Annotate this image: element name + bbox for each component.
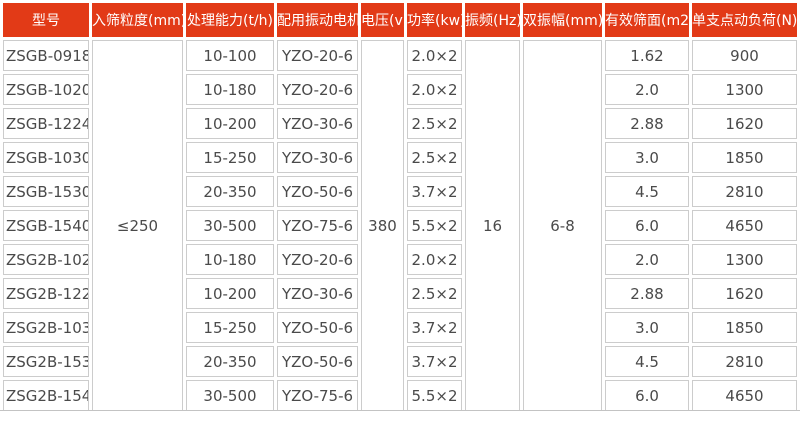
cell-capacity: 20-350 bbox=[186, 346, 274, 377]
cell-motor: YZO-30-6 bbox=[277, 278, 358, 309]
cell-power: 3.7×2 bbox=[407, 312, 462, 343]
cell-motor: YZO-75-6 bbox=[277, 380, 358, 411]
cell-model: ZSG2B-1540 bbox=[3, 380, 89, 411]
cell-amplitude-merged: 6-8 bbox=[523, 40, 602, 411]
cell-model: ZSG2B-1224 bbox=[3, 278, 89, 309]
cell-capacity: 10-200 bbox=[186, 278, 274, 309]
table-row: ZSG2B-1540 30-500 YZO-75-6 5.5×2 6.0 465… bbox=[3, 380, 797, 411]
cell-capacity: 10-200 bbox=[186, 108, 274, 139]
cell-motor: YZO-50-6 bbox=[277, 312, 358, 343]
cell-motor: YZO-30-6 bbox=[277, 108, 358, 139]
cell-capacity: 20-350 bbox=[186, 176, 274, 207]
cell-model: ZSG2B-1020 bbox=[3, 244, 89, 275]
cell-power: 3.7×2 bbox=[407, 176, 462, 207]
cell-screen-area: 2.88 bbox=[605, 278, 689, 309]
cell-frequency-merged: 16 bbox=[465, 40, 520, 411]
col-header-amplitude: 双振幅(mm) bbox=[523, 3, 602, 37]
cell-model: ZSGB-1030 bbox=[3, 142, 89, 173]
cell-model: ZSGB-1540 bbox=[3, 210, 89, 241]
cell-screen-area: 4.5 bbox=[605, 346, 689, 377]
cell-model: ZSGB-0918 bbox=[3, 40, 89, 71]
cell-capacity: 30-500 bbox=[186, 210, 274, 241]
cell-feed-size-merged: ≤250 bbox=[92, 40, 183, 411]
cell-power: 5.5×2 bbox=[407, 210, 462, 241]
cell-model: ZSGB-1224 bbox=[3, 108, 89, 139]
cell-load: 1620 bbox=[692, 108, 797, 139]
cell-load: 1300 bbox=[692, 244, 797, 275]
cell-motor: YZO-75-6 bbox=[277, 210, 358, 241]
cell-load: 1850 bbox=[692, 312, 797, 343]
cell-load: 1850 bbox=[692, 142, 797, 173]
col-header-capacity: 处理能力(t/h) bbox=[186, 3, 274, 37]
col-header-frequency: 振频(Hz) bbox=[465, 3, 520, 37]
cell-voltage-merged: 380 bbox=[361, 40, 404, 411]
cell-motor: YZO-50-6 bbox=[277, 346, 358, 377]
col-header-model: 型号 bbox=[3, 3, 89, 37]
cell-power: 5.5×2 bbox=[407, 380, 462, 411]
cell-power: 3.7×2 bbox=[407, 346, 462, 377]
cell-power: 2.0×2 bbox=[407, 244, 462, 275]
cell-motor: YZO-20-6 bbox=[277, 244, 358, 275]
cell-screen-area: 1.62 bbox=[605, 40, 689, 71]
cell-load: 4650 bbox=[692, 210, 797, 241]
table-row: ZSGB-1540 30-500 YZO-75-6 5.5×2 6.0 4650 bbox=[3, 210, 797, 241]
cell-load: 2810 bbox=[692, 176, 797, 207]
table-row: ZSG2B-1530 20-350 YZO-50-6 3.7×2 4.5 281… bbox=[3, 346, 797, 377]
col-header-motor: 配用振动电机 bbox=[277, 3, 358, 37]
col-header-screen-area: 有效筛面(m2) bbox=[605, 3, 689, 37]
table-row: ZSG2B-1030 15-250 YZO-50-6 3.7×2 3.0 185… bbox=[3, 312, 797, 343]
cell-capacity: 10-180 bbox=[186, 244, 274, 275]
cell-motor: YZO-50-6 bbox=[277, 176, 358, 207]
col-header-load: 单支点动负荷(N) bbox=[692, 3, 797, 37]
cell-motor: YZO-20-6 bbox=[277, 40, 358, 71]
cell-screen-area: 6.0 bbox=[605, 210, 689, 241]
table-bottom-border bbox=[0, 410, 800, 411]
cell-power: 2.5×2 bbox=[407, 108, 462, 139]
cell-capacity: 15-250 bbox=[186, 142, 274, 173]
col-header-power: 功率(kw) bbox=[407, 3, 462, 37]
cell-capacity: 10-180 bbox=[186, 74, 274, 105]
cell-power: 2.0×2 bbox=[407, 74, 462, 105]
cell-capacity: 30-500 bbox=[186, 380, 274, 411]
cell-model: ZSG2B-1530 bbox=[3, 346, 89, 377]
table-row: ZSGB-1224 10-200 YZO-30-6 2.5×2 2.88 162… bbox=[3, 108, 797, 139]
cell-model: ZSGB-1530 bbox=[3, 176, 89, 207]
col-header-feed-size: 入筛粒度(mm) bbox=[92, 3, 183, 37]
cell-motor: YZO-20-6 bbox=[277, 74, 358, 105]
cell-load: 900 bbox=[692, 40, 797, 71]
cell-power: 2.5×2 bbox=[407, 142, 462, 173]
cell-screen-area: 6.0 bbox=[605, 380, 689, 411]
cell-screen-area: 4.5 bbox=[605, 176, 689, 207]
cell-power: 2.0×2 bbox=[407, 40, 462, 71]
cell-capacity: 10-100 bbox=[186, 40, 274, 71]
table-row: ZSGB-0918 ≤250 10-100 YZO-20-6 380 2.0×2… bbox=[3, 40, 797, 411]
cell-screen-area: 3.0 bbox=[605, 142, 689, 173]
table-row: ZSGB-1530 20-350 YZO-50-6 3.7×2 4.5 2810 bbox=[3, 176, 797, 207]
cell-model: ZSG2B-1030 bbox=[3, 312, 89, 343]
cell-screen-area: 2.0 bbox=[605, 74, 689, 105]
table-row: ZSGB-1030 15-250 YZO-30-6 2.5×2 3.0 1850 bbox=[3, 142, 797, 173]
header-row: 型号 入筛粒度(mm) 处理能力(t/h) 配用振动电机 电压(v) 功率(kw… bbox=[3, 3, 797, 37]
col-header-voltage: 电压(v) bbox=[361, 3, 404, 37]
table-row: ZSG2B-1224 10-200 YZO-30-6 2.5×2 2.88 16… bbox=[3, 278, 797, 309]
cell-power: 2.5×2 bbox=[407, 278, 462, 309]
cell-load: 2810 bbox=[692, 346, 797, 377]
cell-screen-area: 2.88 bbox=[605, 108, 689, 139]
cell-capacity: 15-250 bbox=[186, 312, 274, 343]
cell-screen-area: 3.0 bbox=[605, 312, 689, 343]
cell-load: 1300 bbox=[692, 74, 797, 105]
cell-model: ZSGB-1020 bbox=[3, 74, 89, 105]
cell-load: 4650 bbox=[692, 380, 797, 411]
cell-motor: YZO-30-6 bbox=[277, 142, 358, 173]
cell-screen-area: 2.0 bbox=[605, 244, 689, 275]
table-row: ZSGB-1020 10-180 YZO-20-6 2.0×2 2.0 1300 bbox=[3, 74, 797, 105]
spec-table: 型号 入筛粒度(mm) 处理能力(t/h) 配用振动电机 电压(v) 功率(kw… bbox=[3, 3, 797, 411]
cell-load: 1620 bbox=[692, 278, 797, 309]
table-row: ZSG2B-1020 10-180 YZO-20-6 2.0×2 2.0 130… bbox=[3, 244, 797, 275]
